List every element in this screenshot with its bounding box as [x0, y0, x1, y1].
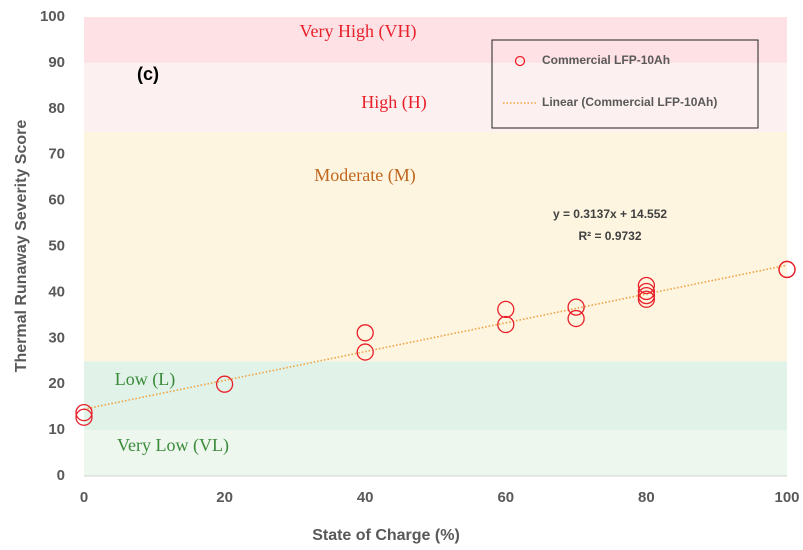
y-tick-label: 60 — [48, 192, 65, 209]
point — [567, 298, 585, 316]
y-tick-label: 50 — [48, 237, 65, 254]
x-tick-label: 60 — [497, 489, 514, 506]
point — [75, 404, 93, 422]
r-squared: R² = 0.9732 — [578, 229, 641, 243]
point — [356, 343, 374, 361]
y-tick-label: 0 — [57, 467, 65, 484]
point — [637, 286, 656, 305]
y-tick-label: 40 — [48, 283, 65, 300]
band-label: Very High (VH) — [300, 21, 417, 42]
band — [84, 131, 787, 362]
point — [497, 315, 515, 334]
x-tick-label: 40 — [357, 489, 374, 506]
band-label: High (H) — [361, 92, 427, 113]
legend-box — [491, 39, 759, 129]
point — [215, 375, 234, 393]
x-tick-label: 20 — [216, 489, 233, 506]
y-tick-label: 90 — [48, 54, 65, 71]
point — [637, 282, 656, 301]
band — [84, 430, 787, 476]
y-axis-title: Thermal Runaway Severity Score — [13, 120, 30, 373]
y-tick-label: 100 — [40, 8, 65, 25]
x-axis-title: State of Charge (%) — [312, 527, 460, 544]
panel-label: (c) — [137, 64, 159, 84]
point — [567, 309, 585, 328]
point — [75, 408, 93, 426]
trendline — [83, 264, 788, 410]
legend-text: Linear (Commercial LFP-10Ah) — [542, 95, 717, 109]
legend-marker — [514, 55, 526, 67]
y-tick-label: 20 — [48, 375, 65, 392]
x-tick-label: 0 — [80, 489, 88, 506]
point — [637, 276, 656, 295]
band-label: Low (L) — [115, 369, 175, 390]
x-tick-label: 80 — [638, 489, 655, 506]
y-tick-label: 70 — [48, 146, 65, 163]
band — [84, 62, 787, 132]
band-label: Very Low (VL) — [117, 435, 229, 456]
x-tick-label: 100 — [774, 489, 799, 506]
point — [356, 324, 374, 342]
band-label: Moderate (M) — [314, 165, 415, 186]
band — [84, 361, 787, 431]
point — [637, 290, 656, 308]
equation: y = 0.3137x + 14.552 — [553, 207, 667, 221]
y-tick-label: 80 — [48, 100, 65, 117]
y-tick-label: 30 — [48, 329, 65, 346]
y-tick-label: 10 — [48, 421, 65, 438]
legend-text: Commercial LFP-10Ah — [542, 53, 670, 67]
point — [497, 300, 515, 319]
point — [778, 260, 796, 279]
